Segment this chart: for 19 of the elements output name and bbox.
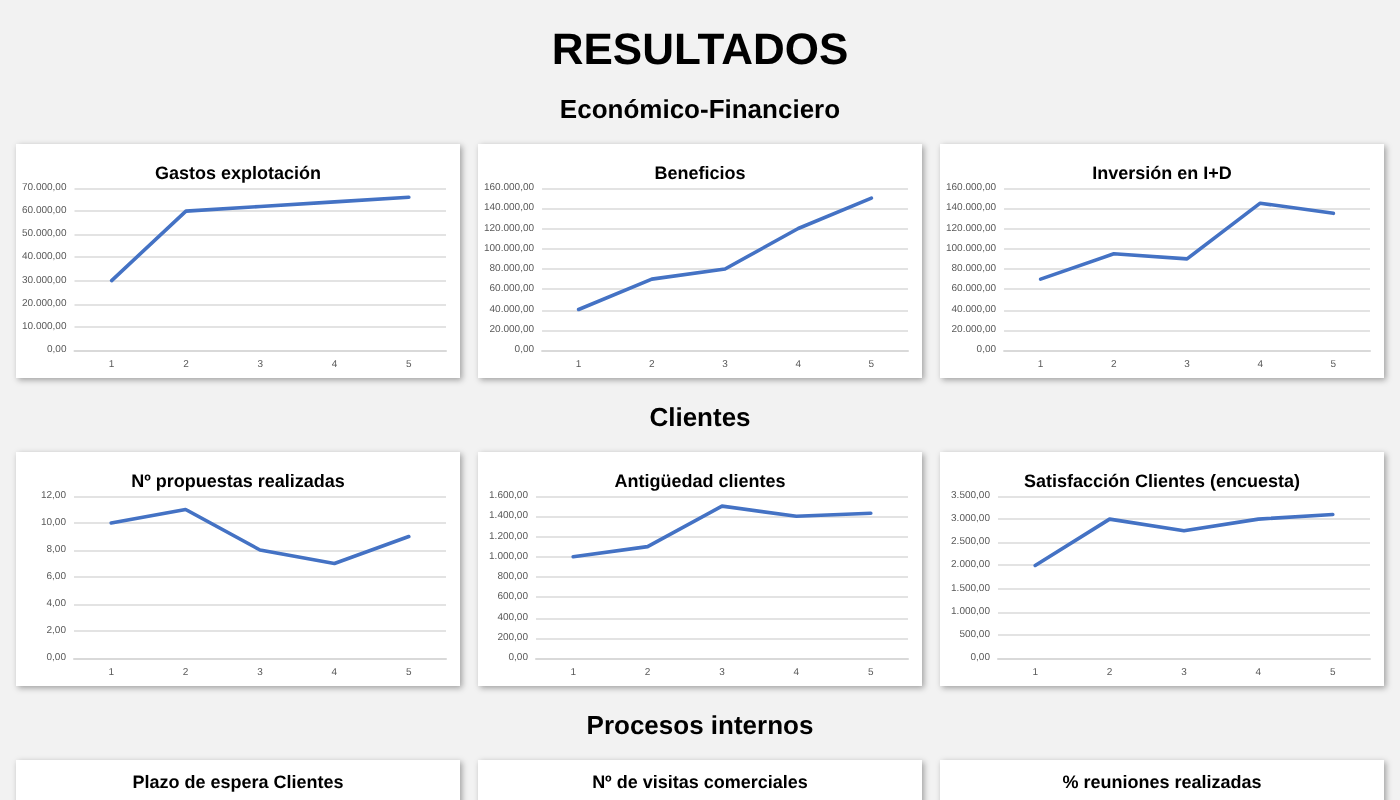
text: % reuniones realizadas [940, 760, 1384, 800]
line-series [1033, 512, 1335, 568]
text: Clientes [647, 400, 753, 436]
line-series [1038, 201, 1336, 281]
line-series [576, 196, 874, 312]
text: Económico-Financiero [557, 92, 843, 128]
chart-title: Nº propuestas realizadas [131, 471, 345, 491]
text: Nº de visitas comerciales [478, 760, 922, 800]
chart-title: Beneficios [654, 163, 746, 183]
chart-title: Satisfacción Clientes (encuesta) [1023, 471, 1301, 491]
text: RESULTADOS [549, 22, 851, 78]
text: Procesos internos [584, 708, 816, 744]
chart-title: Antigüedad clientes [614, 471, 786, 491]
line-series [109, 507, 411, 566]
text: Plazo de espera Clientes [16, 760, 460, 800]
chart-title: Gastos explotación [154, 163, 322, 183]
line-series [109, 195, 411, 283]
line-series [571, 504, 873, 559]
chart-title: Inversión en I+D [1092, 163, 1233, 183]
